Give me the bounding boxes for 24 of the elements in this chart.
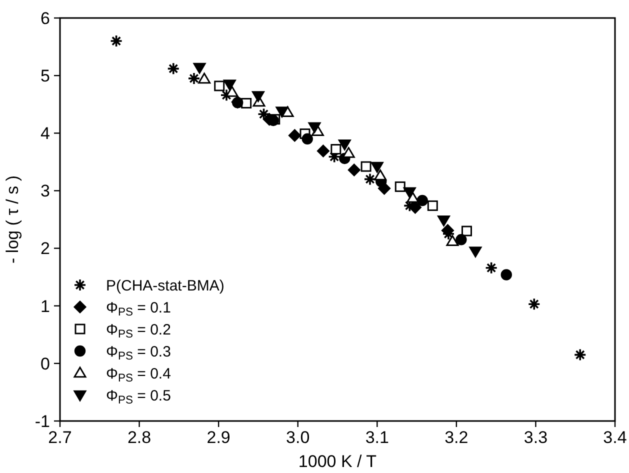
legend-label: P(CHA-stat-BMA) <box>106 277 224 294</box>
y-tick-label: 5 <box>40 66 50 86</box>
legend-label: Φ$_{PS}$ = 0.4 <box>106 365 171 385</box>
y-axis-title: - log ( τ / s ) <box>3 176 22 264</box>
legend-label: Φ$_{PS}$ = 0.3 <box>106 343 171 363</box>
y-tick-label: -1 <box>34 412 50 431</box>
legend-label: Φ$_{PS}$ = 0.2 <box>106 321 171 341</box>
x-tick-label: 3.4 <box>603 428 627 447</box>
y-tick-label: 3 <box>40 182 50 201</box>
y-tick-label: 2 <box>40 239 50 258</box>
x-tick-label: 3.0 <box>286 428 310 447</box>
x-tick-label: 3.2 <box>444 428 468 447</box>
legend-label: Φ$_{PS}$ = 0.5 <box>106 387 171 407</box>
y-tick-label: 1 <box>40 296 50 316</box>
x-tick-label: 2.8 <box>127 428 152 447</box>
x-tick-label: 3.1 <box>365 428 389 447</box>
x-tick-label: 2.7 <box>48 428 72 447</box>
y-tick-label: 4 <box>40 124 50 144</box>
legend-label: Φ$_{PS}$ = 0.1 <box>106 299 171 319</box>
x-tick-label: 2.9 <box>206 428 230 447</box>
x-tick-label: 3.3 <box>524 428 548 447</box>
x-axis-title: 1000 K / T <box>298 452 377 471</box>
y-tick-label: 6 <box>40 8 50 28</box>
y-tick-label: 0 <box>40 354 50 374</box>
